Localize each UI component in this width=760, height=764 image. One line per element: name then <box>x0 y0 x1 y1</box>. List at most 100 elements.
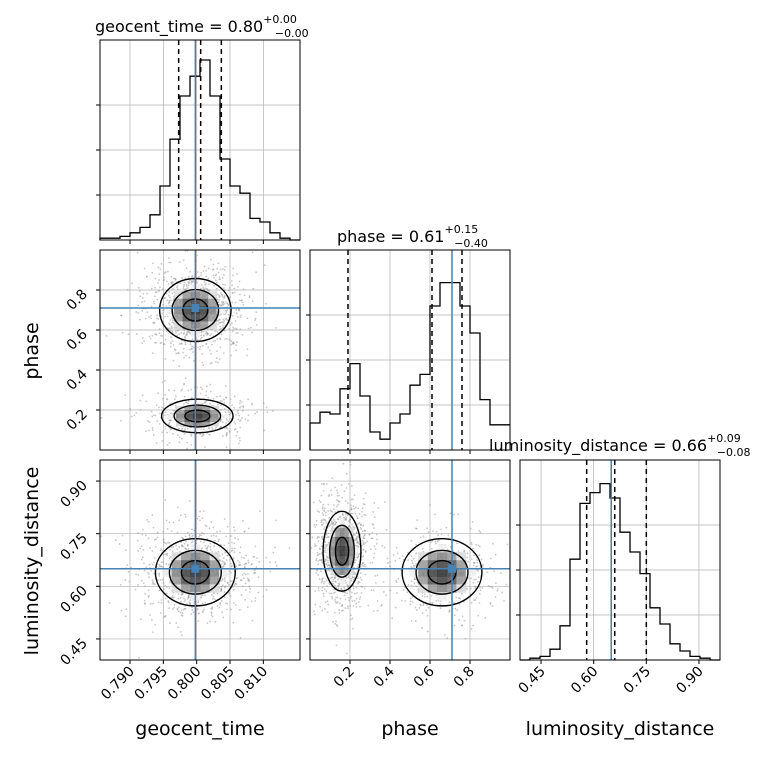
sample-point <box>328 564 331 566</box>
sample-point <box>347 576 350 578</box>
sample-point <box>326 611 329 614</box>
sample-point <box>335 505 338 508</box>
sample-point <box>352 525 355 528</box>
sample-point <box>500 572 502 575</box>
density-cell <box>165 306 175 315</box>
sample-point <box>241 417 244 419</box>
sample-point <box>164 315 166 318</box>
sample-point <box>139 295 142 298</box>
sample-point <box>228 430 231 432</box>
sample-point <box>191 345 194 348</box>
density-cell <box>171 560 182 569</box>
sample-point <box>324 549 327 552</box>
sample-point <box>221 277 224 279</box>
sample-point <box>188 356 191 359</box>
sample-point <box>175 622 178 624</box>
sample-point <box>363 537 366 540</box>
sample-point <box>219 304 222 307</box>
sample-point <box>410 539 413 542</box>
sample-point <box>235 349 238 352</box>
sample-point <box>151 352 154 355</box>
sample-point <box>217 262 220 265</box>
sample-point <box>180 536 183 539</box>
sample-point <box>199 392 202 395</box>
sample-point <box>173 606 176 609</box>
sample-point <box>181 593 184 596</box>
sample-point <box>168 323 171 326</box>
sample-point <box>395 546 398 549</box>
sample-point <box>217 361 220 364</box>
sample-point <box>159 334 162 337</box>
contour-line <box>322 510 362 592</box>
sample-point <box>233 602 235 604</box>
sample-point <box>245 562 248 565</box>
sample-point <box>231 404 234 407</box>
sample-point <box>238 442 240 445</box>
sample-point <box>437 534 440 536</box>
sample-point <box>233 551 235 554</box>
sample-point <box>190 347 193 350</box>
density-cell <box>418 576 429 585</box>
density-cell <box>437 592 448 601</box>
panel-geocent-time-phase <box>96 249 301 454</box>
sample-point <box>345 582 347 584</box>
sample-point <box>362 535 365 538</box>
sample-point <box>175 352 178 355</box>
sample-point <box>201 594 204 596</box>
sample-point <box>216 605 219 607</box>
sample-point <box>233 529 236 532</box>
sample-point <box>230 340 233 342</box>
density-cell <box>174 298 184 307</box>
sample-point <box>212 397 215 400</box>
sample-point <box>205 390 208 393</box>
sample-point <box>226 581 229 584</box>
sample-point <box>316 510 319 513</box>
sample-point <box>219 580 222 583</box>
sample-point <box>333 508 335 511</box>
sample-point <box>232 267 235 270</box>
sample-point <box>400 599 403 602</box>
sample-point <box>186 531 189 534</box>
sample-point <box>334 584 336 587</box>
sample-point <box>419 603 422 606</box>
sample-point <box>251 402 253 405</box>
sample-point <box>216 592 219 595</box>
sample-point <box>275 519 277 522</box>
sample-point <box>161 406 163 409</box>
sample-point <box>223 319 226 322</box>
sample-point <box>255 271 257 274</box>
sample-point <box>458 603 461 606</box>
sample-point <box>154 286 156 289</box>
sample-point <box>187 389 190 392</box>
sample-point <box>143 562 145 565</box>
sample-point <box>183 283 185 286</box>
sample-point <box>190 532 193 535</box>
sample-point <box>158 575 161 577</box>
sample-point <box>160 565 163 568</box>
sample-point <box>215 361 217 363</box>
sample-point <box>238 406 241 409</box>
sample-point <box>315 519 318 522</box>
sample-point <box>389 561 392 563</box>
sample-point <box>243 294 246 297</box>
sample-point <box>469 527 472 530</box>
sample-point <box>135 333 138 335</box>
sample-point <box>342 462 345 465</box>
x-tick-label: 0.800 <box>165 664 205 704</box>
sample-point <box>237 418 240 421</box>
sample-point <box>324 547 326 550</box>
sample-point <box>440 528 442 531</box>
sample-point <box>474 586 477 589</box>
sample-point <box>472 624 475 627</box>
sample-point <box>231 284 233 287</box>
density-cell <box>181 560 192 569</box>
sample-point <box>225 446 228 449</box>
sample-point <box>350 504 352 507</box>
sample-point <box>139 547 142 550</box>
sample-point <box>207 277 210 280</box>
sample-point <box>317 563 320 566</box>
sample-point <box>367 604 370 607</box>
sample-point <box>175 395 177 398</box>
sample-point <box>426 630 429 633</box>
sample-point <box>444 633 446 636</box>
